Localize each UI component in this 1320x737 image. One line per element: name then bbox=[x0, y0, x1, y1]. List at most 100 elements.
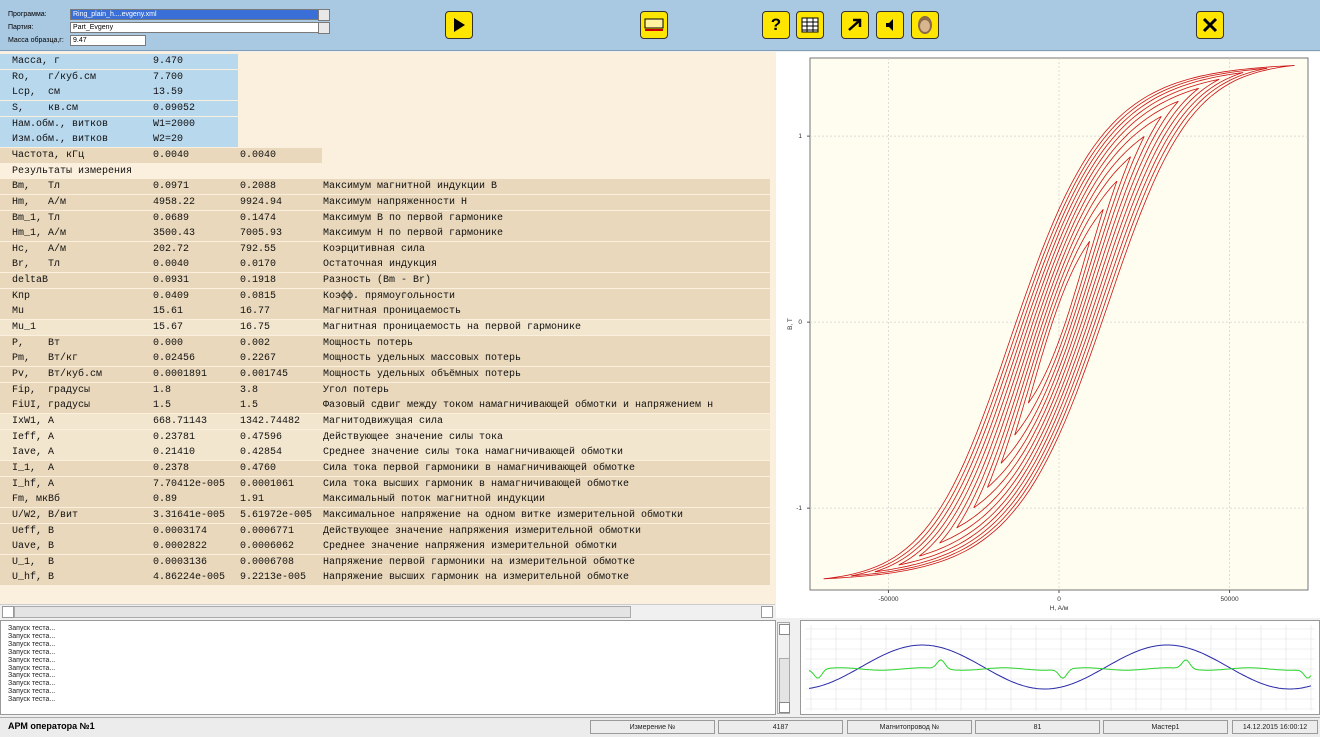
y-tick-label: -1 bbox=[796, 505, 802, 512]
table-cell: Mu_1 bbox=[12, 320, 36, 335]
table-cell: Мощность удельных массовых потерь bbox=[323, 351, 521, 366]
table-cell: Fm, мкВб bbox=[12, 492, 60, 507]
table-cell: 0.1918 bbox=[240, 273, 276, 288]
table-cell: 0.2267 bbox=[240, 351, 276, 366]
table-cell: Mu bbox=[12, 304, 24, 319]
table-cell: 0.002 bbox=[240, 336, 270, 351]
table-cell: 0.23781 bbox=[153, 430, 195, 445]
table-cell: Коэфф. прямоугольности bbox=[323, 289, 455, 304]
table-cell: W1=2000 bbox=[153, 117, 195, 132]
table-cell: Ro, г/куб.см bbox=[12, 70, 96, 85]
table-cell: 0.0003136 bbox=[153, 555, 207, 570]
page: АРМ оператора html, body { margin: 0; pa… bbox=[0, 0, 1320, 736]
table-cell: 0.02456 bbox=[153, 351, 195, 366]
table-cell: Фазовый сдвиг между током намагничивающе… bbox=[323, 398, 713, 413]
table-cell: Среднее значение силы тока намагничивающ… bbox=[323, 445, 623, 460]
table-cell: Среднее значение напряжения измерительно… bbox=[323, 539, 617, 554]
table-cell: Результаты измерения bbox=[12, 164, 132, 179]
table-cell: 9.470 bbox=[153, 54, 183, 69]
table-cell: 16.75 bbox=[240, 320, 270, 335]
table-cell: Остаточная индукция bbox=[323, 257, 437, 272]
table-cell: 4958.22 bbox=[153, 195, 195, 210]
book-button[interactable] bbox=[640, 11, 668, 39]
start-button[interactable] bbox=[445, 11, 473, 39]
x-tick-label: -50000 bbox=[878, 596, 899, 603]
table-cell: I_hf, А bbox=[12, 477, 54, 492]
x-tick-label: 0 bbox=[1057, 596, 1061, 603]
table-cell: Угол потерь bbox=[323, 383, 389, 398]
dropdown-arrow[interactable] bbox=[318, 9, 330, 21]
log-line: Запуск теста... bbox=[8, 657, 55, 665]
table-cell: Сила тока высших гармоник в намагничиваю… bbox=[323, 477, 629, 492]
close-button[interactable] bbox=[1196, 11, 1224, 39]
table-cell: 0.0040 bbox=[153, 257, 189, 272]
hysteresis-chart: -50000050000-101H, A/мB, T bbox=[776, 52, 1320, 618]
dropdown-arrow[interactable] bbox=[318, 22, 330, 34]
table-button[interactable] bbox=[796, 11, 824, 39]
log-line: Запуск теста... bbox=[8, 625, 55, 633]
table-cell: Мощность потерь bbox=[323, 336, 413, 351]
scroll-down[interactable] bbox=[779, 702, 790, 713]
table-cell: Разность (Bm - Br) bbox=[323, 273, 431, 288]
user-button[interactable] bbox=[911, 11, 939, 39]
table-cell: 1.91 bbox=[240, 492, 264, 507]
table-cell: 9.2213e-005 bbox=[240, 570, 306, 585]
table-cell: 202.72 bbox=[153, 242, 189, 257]
table-cell: Bm, Тл bbox=[12, 179, 60, 194]
table-cell: 0.0006062 bbox=[240, 539, 294, 554]
table-cell: 3500.43 bbox=[153, 226, 195, 241]
table-cell: Максимум магнитной индукции B bbox=[323, 179, 497, 194]
table-cell: Максимум H по первой гармонике bbox=[323, 226, 503, 241]
icon bbox=[916, 15, 934, 35]
log-line: Запуск теста... bbox=[8, 649, 55, 657]
table-cell: Действующее значение силы тока bbox=[323, 430, 503, 445]
scroll-thumb[interactable] bbox=[14, 606, 631, 618]
icon bbox=[644, 18, 664, 32]
log-line: Запуск теста... bbox=[8, 688, 55, 696]
log-line: Запуск теста... bbox=[8, 696, 55, 704]
scroll-right[interactable] bbox=[761, 606, 773, 618]
icon bbox=[452, 17, 466, 33]
table-cell: 0.0971 bbox=[153, 179, 189, 194]
v-scrollbar[interactable] bbox=[777, 622, 790, 714]
table-cell: Ueff, В bbox=[12, 524, 54, 539]
table-cell: 7005.93 bbox=[240, 226, 282, 241]
arrow-button[interactable] bbox=[841, 11, 869, 39]
core-number: 81 bbox=[975, 720, 1100, 734]
table-cell: 1.5 bbox=[153, 398, 171, 413]
scroll-left[interactable] bbox=[2, 606, 14, 618]
table-cell: 0.0689 bbox=[153, 211, 189, 226]
scroll-up[interactable] bbox=[779, 624, 790, 635]
table-cell: Lср, см bbox=[12, 85, 60, 100]
operator: АРМ оператора №1 bbox=[8, 721, 95, 731]
master: Мастер1 bbox=[1103, 720, 1228, 734]
table-cell: Fip, градусы bbox=[12, 383, 90, 398]
table-cell: Ieff, А bbox=[12, 430, 54, 445]
mass-input[interactable]: 9.47 bbox=[70, 35, 146, 46]
batch-select[interactable]: Part_Evgeny bbox=[70, 22, 324, 33]
table-cell: U_hf, В bbox=[12, 570, 54, 585]
table-cell: Магнитодвижущая сила bbox=[323, 414, 443, 429]
mass-label: Масса образца,г: bbox=[8, 37, 64, 44]
table-cell: 15.61 bbox=[153, 304, 183, 319]
core-label: Магнитопровод № bbox=[847, 720, 972, 734]
table-cell: 0.000 bbox=[153, 336, 183, 351]
table-cell: 0.0001891 bbox=[153, 367, 207, 382]
y-tick-label: 0 bbox=[798, 319, 802, 326]
icon: ? bbox=[771, 15, 781, 35]
sound-button[interactable] bbox=[876, 11, 904, 39]
scroll-thumb[interactable] bbox=[779, 658, 790, 703]
table-cell: 0.4760 bbox=[240, 461, 276, 476]
table-cell: 0.0931 bbox=[153, 273, 189, 288]
table-cell: 0.0006708 bbox=[240, 555, 294, 570]
table-cell: 0.89 bbox=[153, 492, 177, 507]
table-cell: 1.8 bbox=[153, 383, 171, 398]
current-trace bbox=[809, 645, 1311, 689]
table-cell: 0.2088 bbox=[240, 179, 276, 194]
log-line: Запуск теста... bbox=[8, 665, 55, 673]
help-button[interactable]: ? bbox=[762, 11, 790, 39]
h-scrollbar[interactable] bbox=[0, 604, 775, 618]
table-cell: Частота, кГц bbox=[12, 148, 84, 163]
program-select[interactable]: Ring_plain_h....evgeny.xml bbox=[70, 9, 324, 20]
